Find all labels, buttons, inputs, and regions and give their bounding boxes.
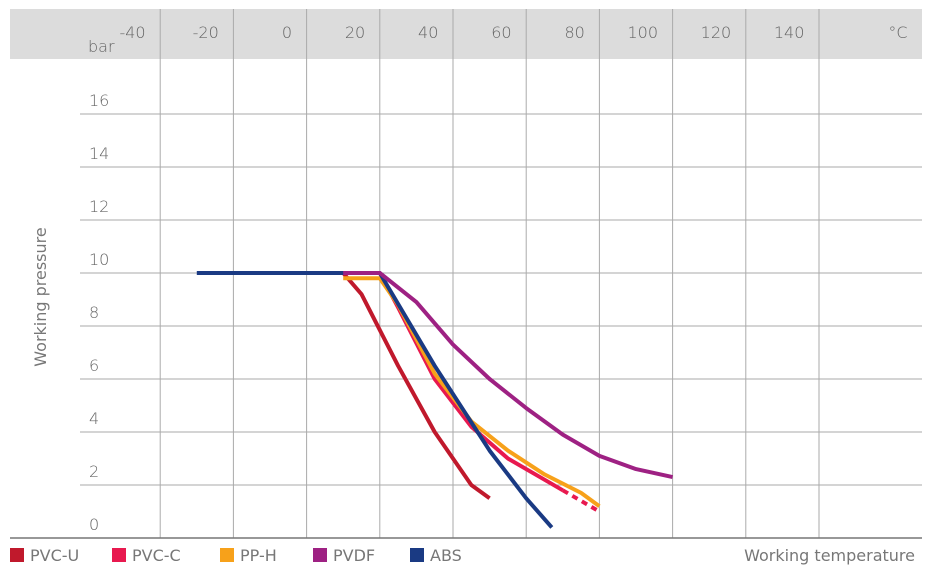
y-axis-title: Working pressure [31,227,50,366]
x-unit-label: °C [888,23,907,42]
y-tick-label: 0 [89,515,99,534]
x-axis-title: Working temperature [744,546,915,565]
x-tick-label: -40 [119,23,145,42]
x-tick-label: 100 [627,23,658,42]
y-tick-label: 10 [89,250,109,269]
y-tick-label: 6 [89,356,99,375]
legend-label-pvc-c: PVC-C [132,546,181,565]
grid [80,9,922,538]
x-tick-label: 80 [564,23,584,42]
y-unit-label: bar [88,37,115,56]
y-tick-label: 14 [89,144,109,163]
tick-labels: -40 -20 0 20 40 60 80 100 120 140 0 2 4 6 8 10 12 14 16 [89,23,804,534]
legend-label-pp-h: PP-H [240,546,277,565]
x-tick-label: 140 [774,23,805,42]
legend: PVC-U PVC-C PP-H PVDF ABS [10,546,462,565]
x-tick-label: 20 [345,23,365,42]
x-tick-label: 40 [418,23,438,42]
y-tick-label: 16 [89,91,109,110]
legend-swatch-pvc-u [10,548,24,562]
legend-label-pvdf: PVDF [333,546,375,565]
x-tick-label: 0 [282,23,292,42]
series-lines [196,271,674,529]
legend-swatch-abs [410,548,424,562]
series-line-pvc-c-extension [561,488,601,514]
header-band [10,9,922,59]
x-tick-label: 120 [701,23,732,42]
y-tick-label: 12 [89,197,109,216]
legend-label-pvc-u: PVC-U [30,546,79,565]
series-line-abs [196,271,554,529]
series-line-pvdf [343,271,674,480]
series-line-pp-h [343,276,601,508]
y-tick-label: 4 [89,409,99,428]
x-tick-label: -20 [193,23,219,42]
y-tick-label: 2 [89,462,99,481]
legend-swatch-pvdf [313,548,327,562]
y-tick-label: 8 [89,303,99,322]
legend-label-abs: ABS [430,546,462,565]
x-tick-label: 60 [491,23,511,42]
legend-swatch-pp-h [220,548,234,562]
legend-swatch-pvc-c [112,548,126,562]
